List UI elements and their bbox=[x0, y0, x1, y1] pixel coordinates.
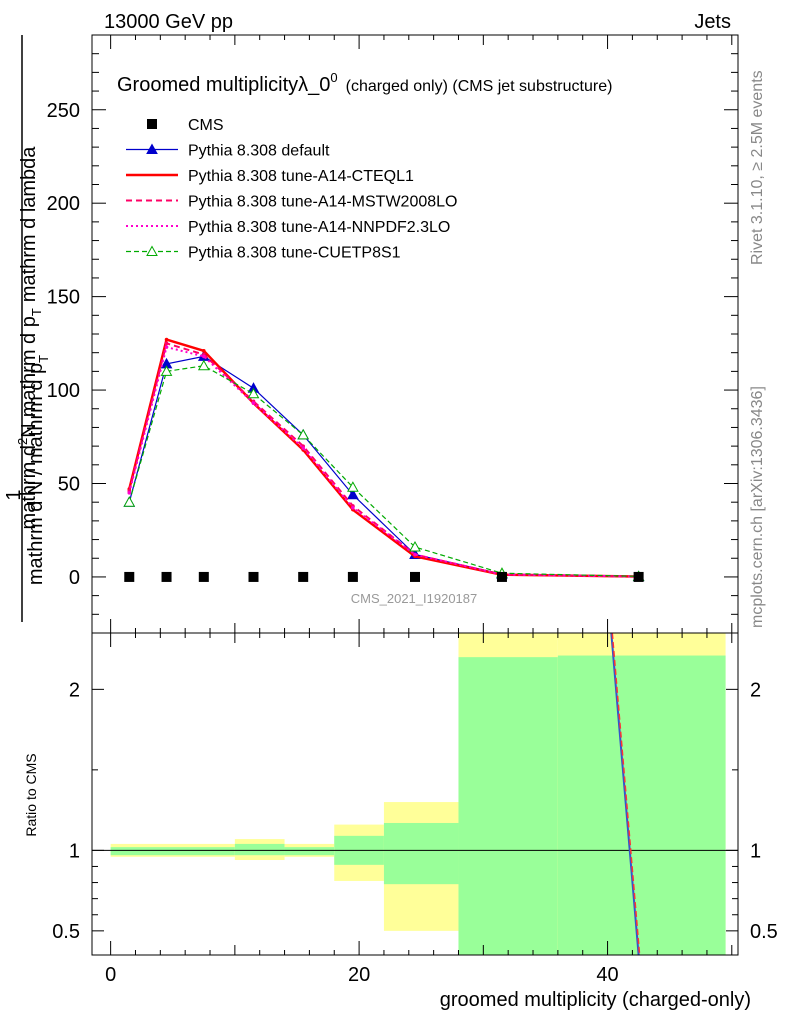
cms-data-point bbox=[161, 571, 172, 582]
legend-label-3: Pythia 8.308 tune-A14-MSTW2008LO bbox=[188, 194, 457, 211]
series-line-2 bbox=[128, 338, 639, 578]
ratio-green-band bbox=[284, 847, 335, 856]
series-line-5 bbox=[128, 365, 639, 577]
header-right-label: Jets bbox=[694, 11, 731, 33]
header-left-label: 13000 GeV pp bbox=[104, 11, 233, 33]
series-marker-5 bbox=[160, 365, 173, 376]
series-marker-3 bbox=[164, 341, 169, 346]
series-marker-2 bbox=[202, 349, 206, 353]
series-marker-4 bbox=[301, 446, 305, 450]
series-marker-4 bbox=[202, 354, 206, 359]
series-marker-2 bbox=[164, 337, 169, 342]
ratio-curve-blue bbox=[610, 632, 640, 956]
series-marker-4 bbox=[251, 401, 256, 405]
ylabel-num-d: mathrm d lambda bbox=[18, 146, 40, 302]
legend: CMS Pythia 8.308 default Pythia 8.308 tune… bbox=[126, 117, 457, 262]
ylabel-one: 1 bbox=[3, 489, 25, 500]
ylabel-num-sub-T: T bbox=[29, 308, 44, 316]
cms-data-point bbox=[198, 571, 209, 582]
main-panel: 0 50 100 150 200 250 bbox=[47, 34, 739, 634]
cms-data-point bbox=[248, 571, 259, 582]
legend-label-0: CMS bbox=[188, 117, 224, 134]
chart-title: Groomed multiplicityλ_00 (charged only) (… bbox=[117, 70, 612, 96]
legend-label-4: Pythia 8.308 tune-A14-NNPDF2.3LO bbox=[188, 219, 450, 236]
series-marker-5 bbox=[123, 496, 136, 507]
series-marker-5 bbox=[197, 359, 210, 371]
main-ytick-label: 100 bbox=[47, 380, 80, 402]
ratio-ytick-label-right: 2 bbox=[750, 679, 761, 701]
main-ytick-label: 200 bbox=[47, 193, 80, 215]
legend-marker-1 bbox=[146, 143, 158, 154]
ratio-ytick-label: 0.5 bbox=[52, 921, 80, 943]
ylabel-den-a: mathrm d N / mathrm d p bbox=[25, 363, 47, 585]
ylabel-num-a: mathrm d bbox=[18, 445, 40, 529]
ratio-panel: 0.5 0.51 12 20 20 40 bbox=[52, 632, 778, 986]
main-ytick-label: 0 bbox=[69, 567, 80, 589]
main-ytick-label: 150 bbox=[47, 287, 80, 309]
series-line-3 bbox=[128, 342, 639, 578]
analysis-id-label: CMS_2021_I1920187 bbox=[351, 591, 478, 606]
ylabel-den-sub-T: T bbox=[36, 355, 51, 363]
cms-data-point bbox=[347, 571, 358, 582]
series-marker-5 bbox=[347, 481, 359, 492]
legend-label-1: Pythia 8.308 default bbox=[188, 143, 330, 160]
xlabel: groomed multiplicity (charged-only) bbox=[440, 989, 751, 1011]
series-line-4 bbox=[128, 345, 639, 578]
series-marker-5 bbox=[297, 428, 310, 440]
title-main: Groomed multiplicityλ_0 bbox=[117, 74, 330, 96]
series-marker-4 bbox=[164, 345, 169, 349]
cms-data-point bbox=[124, 571, 135, 582]
series-marker-5 bbox=[409, 541, 421, 552]
xtick-label: 0 bbox=[105, 964, 116, 986]
ylabel-denominator: mathrm d N / mathrm d pT bbox=[25, 355, 51, 585]
ratio-ylabel: Ratio to CMS bbox=[23, 753, 39, 836]
ratio-ytick-label-right: 1 bbox=[750, 840, 761, 862]
ratio-ytick-label-right: 0.5 bbox=[750, 921, 778, 943]
ratio-green-band bbox=[557, 655, 726, 955]
mcplots-label: mcplots.cern.ch [arXiv:1306.3436] bbox=[749, 386, 766, 628]
xtick-label: 20 bbox=[348, 964, 370, 986]
cms-data-point bbox=[410, 571, 420, 582]
ratio-green-band bbox=[234, 843, 285, 856]
cms-data-point bbox=[496, 571, 507, 582]
ylabel-num-c: mathrm d p bbox=[18, 316, 40, 417]
ratio-ytick-label: 1 bbox=[69, 840, 80, 862]
legend-label-2: Pythia 8.308 tune-A14-CTEQL1 bbox=[188, 168, 414, 185]
main-ytick-label: 250 bbox=[47, 100, 80, 122]
ratio-ytick-label: 2 bbox=[69, 679, 80, 701]
series-marker-4 bbox=[127, 491, 132, 495]
cms-data-point bbox=[298, 571, 309, 582]
legend-marker-5 bbox=[146, 245, 158, 256]
legend-marker-cms bbox=[147, 119, 157, 129]
series-marker-4 bbox=[351, 505, 355, 510]
series-line-1 bbox=[128, 355, 639, 578]
ratio-green-band bbox=[110, 847, 235, 856]
ratio-green-band bbox=[383, 822, 459, 885]
title-small: (charged only) (CMS jet substructure) bbox=[346, 78, 613, 95]
rivet-label: Rivet 3.1.10, ≥ 2.5M events bbox=[749, 70, 766, 265]
main-ylabel: 1 mathrm d2Nmathrm d pTmathrm d lambda m… bbox=[3, 35, 51, 622]
cms-data-point bbox=[633, 571, 644, 582]
ratio-green-band bbox=[458, 657, 558, 955]
series-marker-4 bbox=[413, 552, 417, 557]
main-ytick-label: 50 bbox=[58, 474, 80, 496]
series-marker-5 bbox=[247, 387, 260, 399]
xtick-label: 40 bbox=[596, 964, 618, 986]
title-superscript: 0 bbox=[330, 70, 337, 85]
legend-label-5: Pythia 8.308 tune-CUETP8S1 bbox=[188, 245, 401, 262]
ylabel-num-b: N bbox=[18, 423, 40, 437]
series-marker-1 bbox=[347, 488, 359, 500]
